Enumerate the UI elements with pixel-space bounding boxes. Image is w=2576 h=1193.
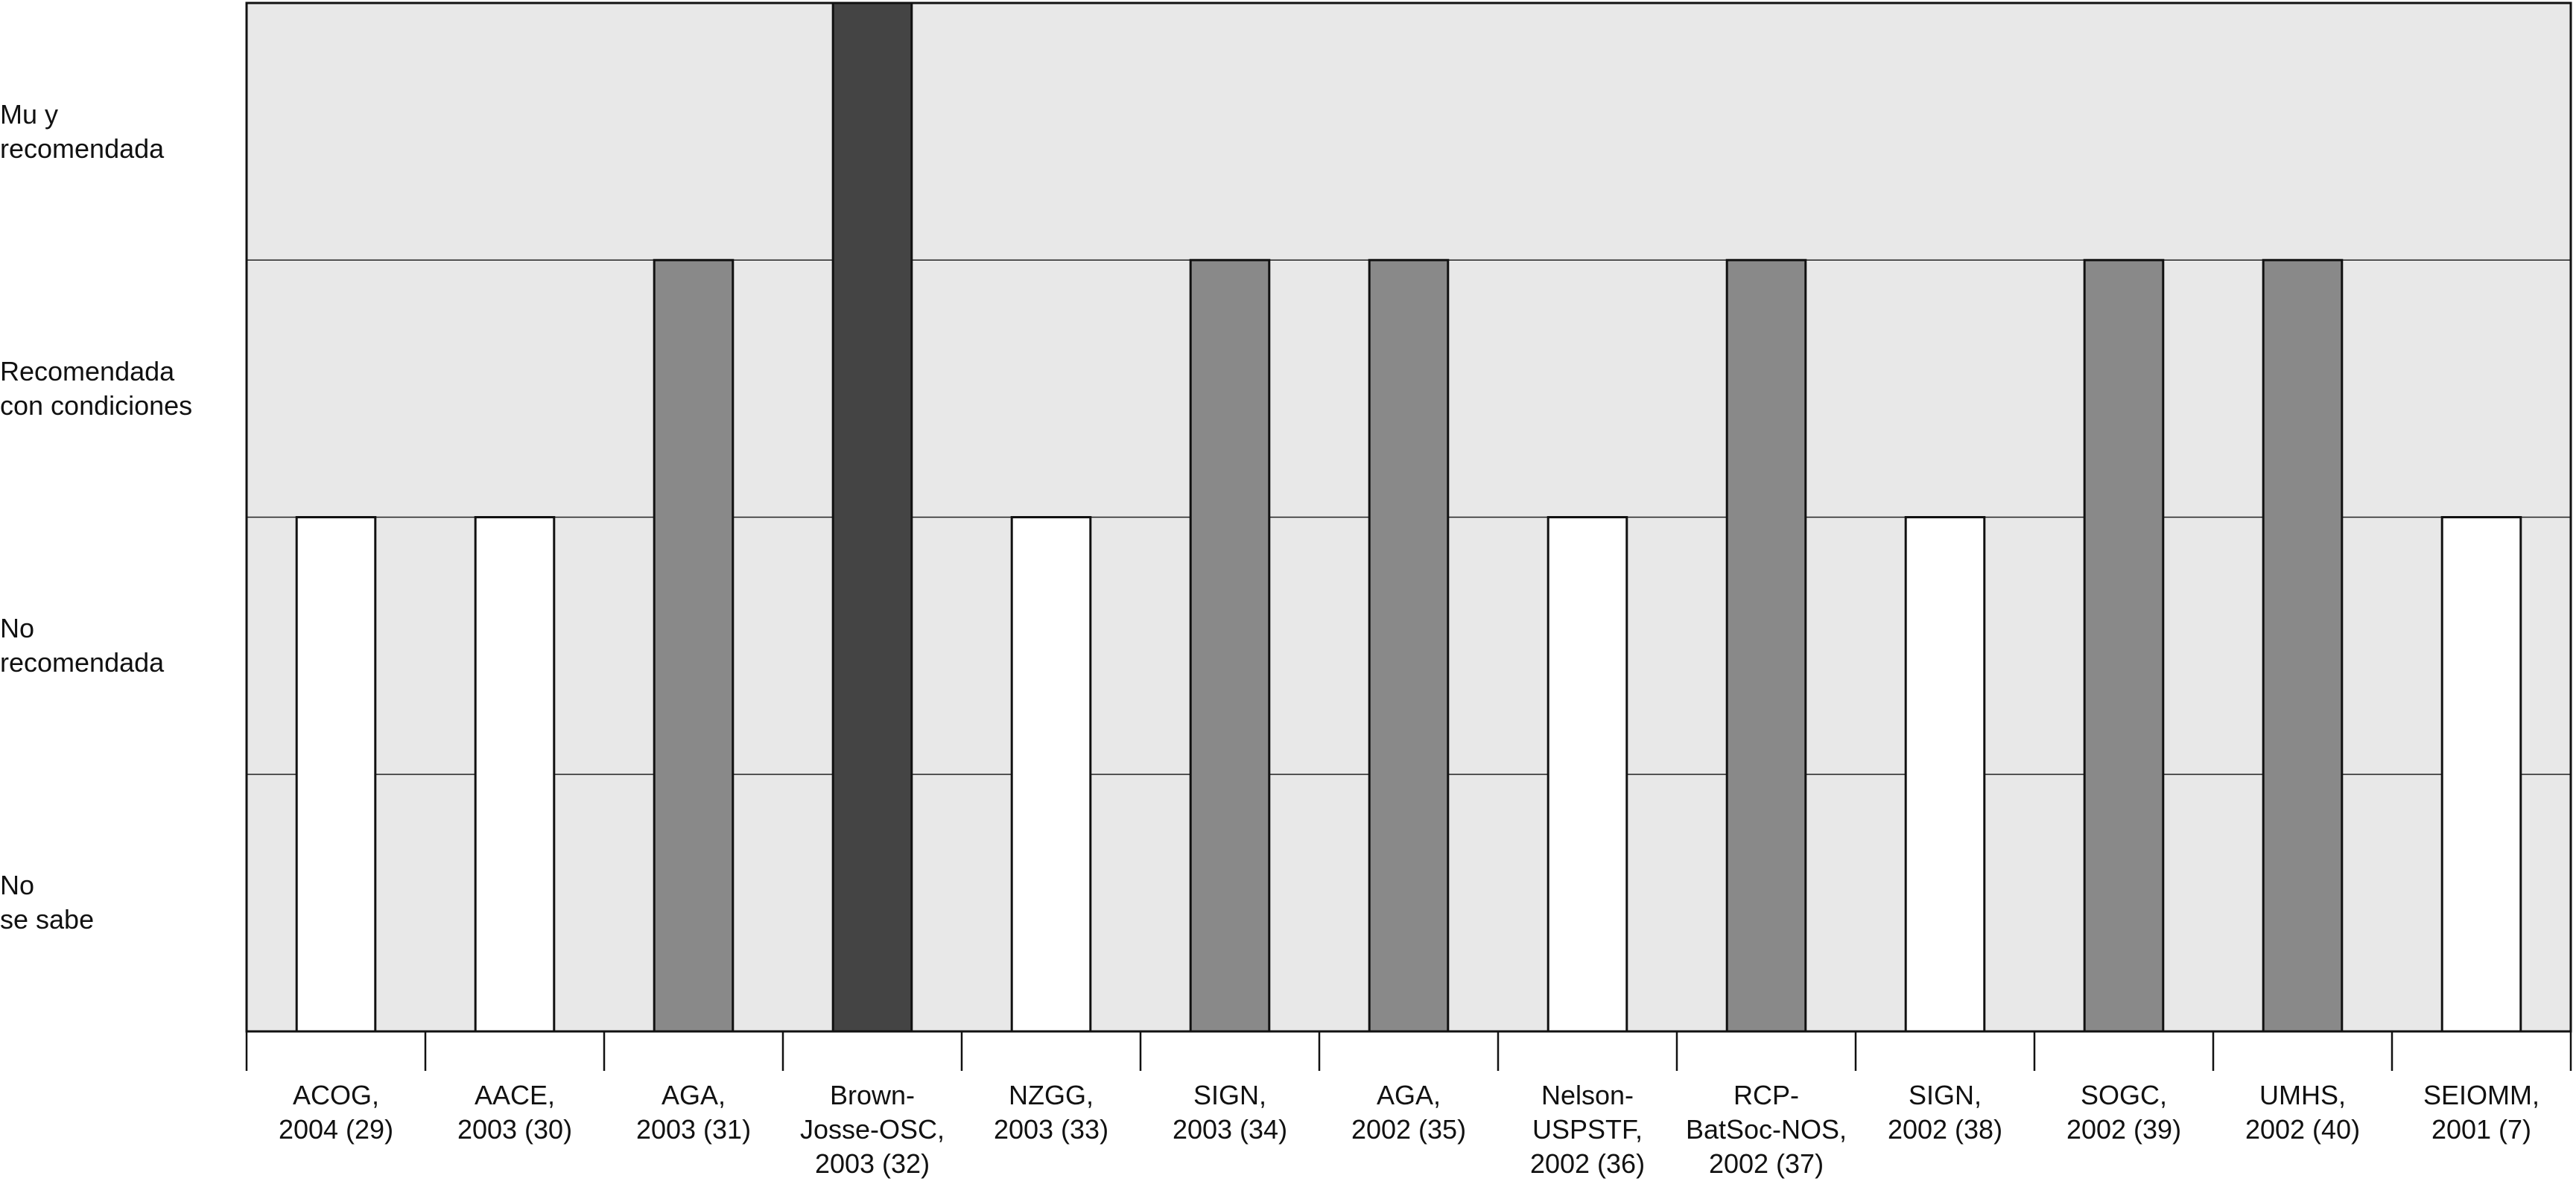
x-tick-label: ACOG, 2004 (29) [278, 1080, 394, 1145]
x-tick-label: Brown- Josse-OSC, 2003 (32) [799, 1080, 945, 1179]
x-tick-label: AGA, 2003 (31) [635, 1080, 752, 1145]
bar [1725, 258, 1807, 1033]
y-tick-label: No se sabe [0, 870, 95, 935]
bar [2262, 258, 2344, 1033]
x-tick-label: AACE, 2003 (30) [457, 1080, 573, 1145]
bar [2083, 258, 2165, 1033]
plot-frame [245, 1, 2572, 1033]
bar [1010, 516, 1092, 1033]
x-tick-label: SOGC, 2002 (39) [2066, 1080, 2182, 1145]
x-tick-label: Nelson- USPSTF, 2002 (36) [1529, 1080, 1646, 1179]
y-tick-label: Mu y recomendada [0, 98, 165, 164]
x-tick-label: AGA, 2002 (35) [1351, 1080, 1467, 1145]
bar [1368, 258, 1450, 1033]
x-tick-label: UMHS, 2002 (40) [2245, 1080, 2361, 1145]
bar [831, 1, 913, 1033]
bar [1189, 258, 1271, 1033]
y-tick-label: Recomendada con condiciones [0, 355, 193, 421]
bar [653, 258, 735, 1033]
x-tick-label: SEIOMM, 2001 (7) [2423, 1080, 2540, 1145]
bar [295, 516, 377, 1033]
x-tick-label: SIGN, 2002 (38) [1887, 1080, 2003, 1145]
y-tick-label: No recomendada [0, 613, 165, 678]
bar [474, 516, 556, 1033]
bar [2440, 516, 2522, 1033]
x-tick-label: SIGN, 2003 (34) [1172, 1080, 1288, 1145]
x-tick-label: RCP- BatSoc-NOS, 2002 (37) [1685, 1080, 1847, 1179]
x-tick-label: NZGG, 2003 (33) [993, 1080, 1109, 1145]
bar [1546, 516, 1628, 1033]
bar [1904, 516, 1986, 1033]
